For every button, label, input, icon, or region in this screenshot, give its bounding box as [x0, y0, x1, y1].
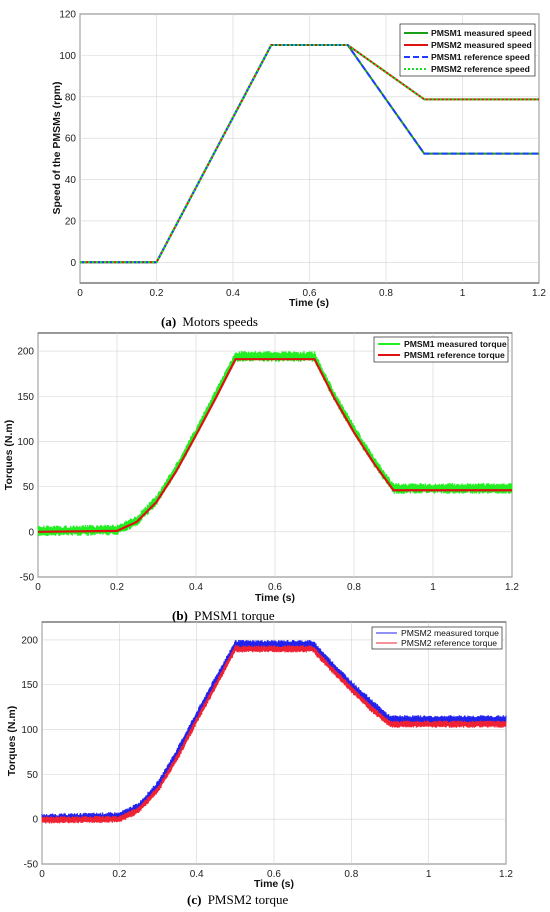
panel-a-caption-tag: (a)	[161, 314, 176, 329]
panel-b-x-ticks: 0 0.2 0.4 0.6 0.8 1 1.2	[35, 582, 519, 593]
panel-a-x-tick-label: 0.8	[379, 288, 393, 299]
panel-b-y-tick-label: 200	[17, 347, 34, 358]
panel-c-x-tick-label: 1.2	[499, 869, 513, 880]
panel-a-y-axis-label: Speed of the PMSMs (rpm)	[51, 81, 63, 214]
panel-c-series-pmsm2-measured-torque	[41, 639, 507, 823]
legend-label-pmsm2-reference-torque: PMSM2 reference torque	[401, 638, 497, 648]
panel-a-x-tick-label: 0	[77, 288, 83, 299]
panel-a-y-tick-label: 40	[65, 175, 77, 186]
legend-label-pmsm1-reference-speed: PMSM1 reference speed	[431, 52, 530, 62]
panel-c-x-tick-label: 0.2	[112, 869, 126, 880]
panel-c-y-axis-label: Torques (N.m)	[6, 706, 18, 776]
panel-c-y-tick-label: -50	[24, 860, 39, 871]
legend-label-pmsm2-measured-speed: PMSM2 measured speed	[431, 40, 532, 50]
panel-b-grid	[37, 333, 513, 578]
panel-a-legend: PMSM1 measured speed PMSM2 measured spee…	[399, 23, 536, 77]
panel-c-x-tick-label: 0	[39, 869, 45, 880]
panel-c-x-axis-label: Time (s)	[254, 878, 294, 890]
panel-b-y-axis-label: Torques (N.m)	[3, 420, 15, 490]
panel-a-x-ticks: 0 0.2 0.4 0.6 0.8 1 1.2	[77, 288, 546, 299]
panel-a-x-axis-label: Time (s)	[289, 297, 329, 309]
panel-a-caption: (a) Motors speeds	[161, 314, 258, 329]
panel-c-x-tick-label: 0.4	[190, 869, 204, 880]
panel-a-y-tick-label: 0	[70, 258, 76, 269]
panel-b-x-tick-label: 0.2	[110, 582, 124, 593]
panel-b-x-tick-label: 0.4	[189, 582, 203, 593]
panel-c-caption-tag: (c)	[187, 892, 201, 907]
legend-label-pmsm2-reference-speed: PMSM2 reference speed	[431, 64, 530, 74]
panel-b-series	[37, 351, 513, 537]
legend-label-pmsm1-measured-torque: PMSM1 measured torque	[404, 339, 507, 349]
legend-label-pmsm2-measured-torque: PMSM2 measured torque	[401, 628, 499, 638]
panel-b-caption: (b) PMSM1 torque	[172, 608, 275, 623]
panel-b-y-tick-label: 0	[28, 527, 34, 538]
panel-b-series-pmsm1-reference-torque	[37, 358, 512, 533]
panel-c-legend-box	[371, 626, 503, 650]
panel-b-x-tick-label: 1.2	[505, 582, 519, 593]
panel-a-x-tick-label: 0.6	[303, 288, 317, 299]
panel-c-legend: PMSM2 measured torque PMSM2 reference to…	[371, 626, 503, 650]
panel-a-y-tick-label: 80	[65, 92, 77, 103]
panel-c-x-ticks: 0 0.2 0.4 0.6 0.8 1 1.2	[39, 869, 513, 880]
panel-c-y-tick-label: 100	[21, 725, 38, 736]
panel-b-x-tick-label: 0.6	[268, 582, 282, 593]
panel-b-legend-box	[373, 336, 509, 363]
panel-a-series	[80, 44, 539, 264]
panel-c-grid	[41, 622, 507, 865]
panel-a-x-tick-label: 0.2	[150, 288, 164, 299]
panel-b-y-tick-label: 150	[17, 392, 34, 403]
panel-b-caption-tag: (b)	[172, 608, 188, 623]
panel-a-y-tick-label: 20	[65, 216, 77, 227]
panel-c-series-pmsm2-reference-torque	[41, 645, 507, 824]
panel-b-x-tick-label: 0.8	[347, 582, 361, 593]
panel-a-y-tick-label: 60	[65, 134, 77, 145]
panel-a-series-pmsm2-reference-speed	[80, 44, 539, 264]
panel-c-y-tick-label: 200	[21, 635, 38, 646]
panel-b-caption-text: PMSM1 torque	[194, 608, 275, 623]
panel-a-x-tick-label: 1.2	[532, 288, 546, 299]
panel-a-grid	[79, 13, 540, 283]
panel-c-y-tick-label: 150	[21, 680, 38, 691]
legend-label-pmsm1-reference-torque: PMSM1 reference torque	[404, 350, 505, 360]
panel-b-y-tick-label: -50	[20, 573, 35, 584]
panel-c-caption-text: PMSM2 torque	[208, 892, 289, 907]
panel-a-y-tick-label: 100	[59, 51, 76, 62]
panel-a-y-tick-label: 120	[59, 10, 76, 21]
panel-b-y-ticks: -50 0 50 100 150 200	[17, 347, 34, 584]
panel-c-x-tick-label: 0.8	[344, 869, 358, 880]
panel-a-x-tick-label: 1	[460, 288, 466, 299]
panel-b-legend: PMSM1 measured torque PMSM1 reference to…	[373, 336, 509, 363]
panel-c-x-tick-label: 0.6	[267, 869, 281, 880]
panel-a-speeds: 0 20 40 60 80 100 120 0 0.2 0.4 0.6 0.8 1 1.2 Speed …	[51, 10, 546, 330]
panel-b-y-tick-label: 50	[23, 482, 35, 493]
panel-c-series	[41, 639, 507, 824]
panel-a-x-tick-label: 0.4	[226, 288, 240, 299]
panel-b-x-tick-label: 0	[35, 582, 41, 593]
legend-label-pmsm1-measured-speed: PMSM1 measured speed	[431, 28, 532, 38]
panel-b-x-axis-label: Time (s)	[255, 592, 295, 604]
panel-c-caption: (c) PMSM2 torque	[187, 892, 288, 907]
panel-b-y-tick-label: 100	[17, 437, 34, 448]
panel-c-x-tick-label: 1	[426, 869, 432, 880]
panel-c-y-tick-label: 0	[32, 815, 38, 826]
panel-b-x-tick-label: 1	[430, 582, 436, 593]
panel-c-y-tick-label: 50	[27, 770, 39, 781]
panel-a-caption-text: Motors speeds	[182, 314, 257, 329]
panel-c-y-ticks: -50 0 50 100 150 200	[21, 635, 38, 870]
panel-a-y-ticks: 0 20 40 60 80 100 120	[59, 10, 76, 269]
